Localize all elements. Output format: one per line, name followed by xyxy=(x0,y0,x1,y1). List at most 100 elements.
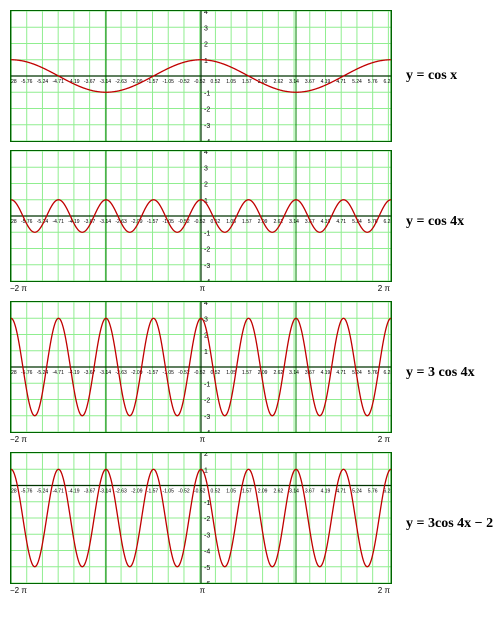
svg-text:-4.71: -4.71 xyxy=(52,219,64,225)
svg-text:5.76: 5.76 xyxy=(368,79,378,85)
svg-text:4: 4 xyxy=(204,10,208,16)
svg-text:2.62: 2.62 xyxy=(273,79,283,85)
svg-text:-4: -4 xyxy=(204,139,210,142)
svg-text:5.24: 5.24 xyxy=(352,489,362,495)
svg-text:-2.09: -2.09 xyxy=(131,489,143,495)
x-outer-labels: −2 ππ2 π xyxy=(10,284,390,293)
x-label-left: −2 π xyxy=(10,284,27,293)
svg-text:2.09: 2.09 xyxy=(258,489,268,495)
svg-text:4.71: 4.71 xyxy=(336,489,346,495)
svg-text:-6.28: -6.28 xyxy=(10,219,17,225)
svg-text:-3.14: -3.14 xyxy=(100,489,112,495)
svg-text:-2.63: -2.63 xyxy=(115,370,127,376)
svg-text:-0.52: -0.52 xyxy=(178,489,190,495)
svg-text:2: 2 xyxy=(204,42,208,49)
svg-text:-5.76: -5.76 xyxy=(21,370,33,376)
svg-text:-4.71: -4.71 xyxy=(52,370,64,376)
svg-text:-5.76: -5.76 xyxy=(21,489,33,495)
chart-wrap: -4-3-2-11234-6.28-5.76-5.24-4.71-4.19-3.… xyxy=(10,150,392,293)
svg-text:-4: -4 xyxy=(204,549,210,556)
x-outer-labels: −2 ππ2 π xyxy=(10,435,390,444)
svg-text:-2: -2 xyxy=(204,516,210,523)
svg-text:6.28: 6.28 xyxy=(384,370,392,376)
svg-text:-1.05: -1.05 xyxy=(163,79,175,85)
svg-text:-1.05: -1.05 xyxy=(163,489,175,495)
x-label-mid: π xyxy=(200,435,206,444)
svg-text:-4.19: -4.19 xyxy=(68,370,80,376)
svg-text:-2: -2 xyxy=(204,107,210,114)
svg-text:0.52: 0.52 xyxy=(211,370,221,376)
svg-text:1.05: 1.05 xyxy=(226,79,236,85)
x-label-left: −2 π xyxy=(10,586,27,595)
svg-text:2: 2 xyxy=(204,182,208,189)
svg-text:2.62: 2.62 xyxy=(273,489,283,495)
svg-text:4: 4 xyxy=(204,301,208,307)
svg-text:-1.57: -1.57 xyxy=(147,489,159,495)
chart-panel: -4-3-2-11234-6.28-5.76-5.24-4.71-4.19-3.… xyxy=(10,10,490,142)
svg-text:4.71: 4.71 xyxy=(336,370,346,376)
svg-text:-5.24: -5.24 xyxy=(37,489,49,495)
chart-wrap: -4-3-2-11234-6.28-5.76-5.24-4.71-4.19-3.… xyxy=(10,301,392,444)
svg-text:1: 1 xyxy=(204,58,208,65)
svg-text:4.19: 4.19 xyxy=(321,370,331,376)
x-label-right: 2 π xyxy=(378,586,390,595)
svg-text:3.67: 3.67 xyxy=(305,79,315,85)
x-label-right: 2 π xyxy=(378,435,390,444)
svg-text:-6.28: -6.28 xyxy=(10,489,17,495)
equation-label: y = 3cos 4x − 2 xyxy=(406,516,493,532)
svg-text:-3.67: -3.67 xyxy=(84,489,96,495)
svg-text:-3.14: -3.14 xyxy=(100,219,112,225)
svg-text:-0.52: -0.52 xyxy=(194,219,206,225)
svg-text:-6.28: -6.28 xyxy=(10,79,17,85)
x-label-mid: π xyxy=(200,284,206,293)
svg-text:0.52: 0.52 xyxy=(211,489,221,495)
svg-text:-3: -3 xyxy=(204,414,210,421)
svg-text:-0.52: -0.52 xyxy=(178,219,190,225)
svg-text:3.14: 3.14 xyxy=(289,219,299,225)
svg-text:-0.52: -0.52 xyxy=(194,79,206,85)
svg-text:4.19: 4.19 xyxy=(321,489,331,495)
svg-text:-4.71: -4.71 xyxy=(52,489,64,495)
svg-text:3.67: 3.67 xyxy=(305,370,315,376)
chart-wrap: -4-3-2-11234-6.28-5.76-5.24-4.71-4.19-3.… xyxy=(10,10,392,142)
svg-text:6.28: 6.28 xyxy=(384,489,392,495)
svg-text:1.57: 1.57 xyxy=(242,489,252,495)
svg-text:-3.14: -3.14 xyxy=(100,79,112,85)
svg-text:-5.76: -5.76 xyxy=(21,79,33,85)
svg-text:4.71: 4.71 xyxy=(336,79,346,85)
chart-svg: -4-3-2-11234-6.28-5.76-5.24-4.71-4.19-3.… xyxy=(10,301,392,433)
svg-text:-3: -3 xyxy=(204,263,210,270)
equation-label: y = cos 4x xyxy=(406,214,464,230)
svg-text:6.28: 6.28 xyxy=(384,219,392,225)
svg-text:-2: -2 xyxy=(204,398,210,405)
svg-text:3.67: 3.67 xyxy=(305,489,315,495)
svg-text:5.76: 5.76 xyxy=(368,489,378,495)
svg-text:3.14: 3.14 xyxy=(289,489,299,495)
svg-text:-4.19: -4.19 xyxy=(68,489,80,495)
chart-svg: -4-3-2-11234-6.28-5.76-5.24-4.71-4.19-3.… xyxy=(10,150,392,282)
x-label-mid: π xyxy=(200,586,206,595)
svg-text:-4.71: -4.71 xyxy=(52,79,64,85)
chart-wrap: -6-5-4-3-2-112-6.28-5.76-5.24-4.71-4.19-… xyxy=(10,452,392,595)
svg-text:-0.52: -0.52 xyxy=(178,79,190,85)
svg-text:-1.57: -1.57 xyxy=(147,79,159,85)
svg-text:-4: -4 xyxy=(204,279,210,282)
svg-text:-3: -3 xyxy=(204,123,210,130)
svg-text:0.52: 0.52 xyxy=(211,79,221,85)
svg-text:-1: -1 xyxy=(204,500,210,507)
svg-text:1.57: 1.57 xyxy=(242,219,252,225)
svg-text:-1: -1 xyxy=(204,90,210,97)
svg-text:6.28: 6.28 xyxy=(384,79,392,85)
svg-text:1.05: 1.05 xyxy=(226,489,236,495)
svg-text:3.14: 3.14 xyxy=(289,79,299,85)
svg-text:1.57: 1.57 xyxy=(242,79,252,85)
svg-text:-1.57: -1.57 xyxy=(147,370,159,376)
svg-text:2: 2 xyxy=(204,452,208,458)
svg-text:2.09: 2.09 xyxy=(258,370,268,376)
svg-text:-5.24: -5.24 xyxy=(37,79,49,85)
svg-text:-6: -6 xyxy=(204,581,210,584)
chart-svg: -4-3-2-11234-6.28-5.76-5.24-4.71-4.19-3.… xyxy=(10,10,392,142)
svg-text:-2: -2 xyxy=(204,247,210,254)
svg-text:4.71: 4.71 xyxy=(336,219,346,225)
chart-panel: -4-3-2-11234-6.28-5.76-5.24-4.71-4.19-3.… xyxy=(10,301,490,444)
